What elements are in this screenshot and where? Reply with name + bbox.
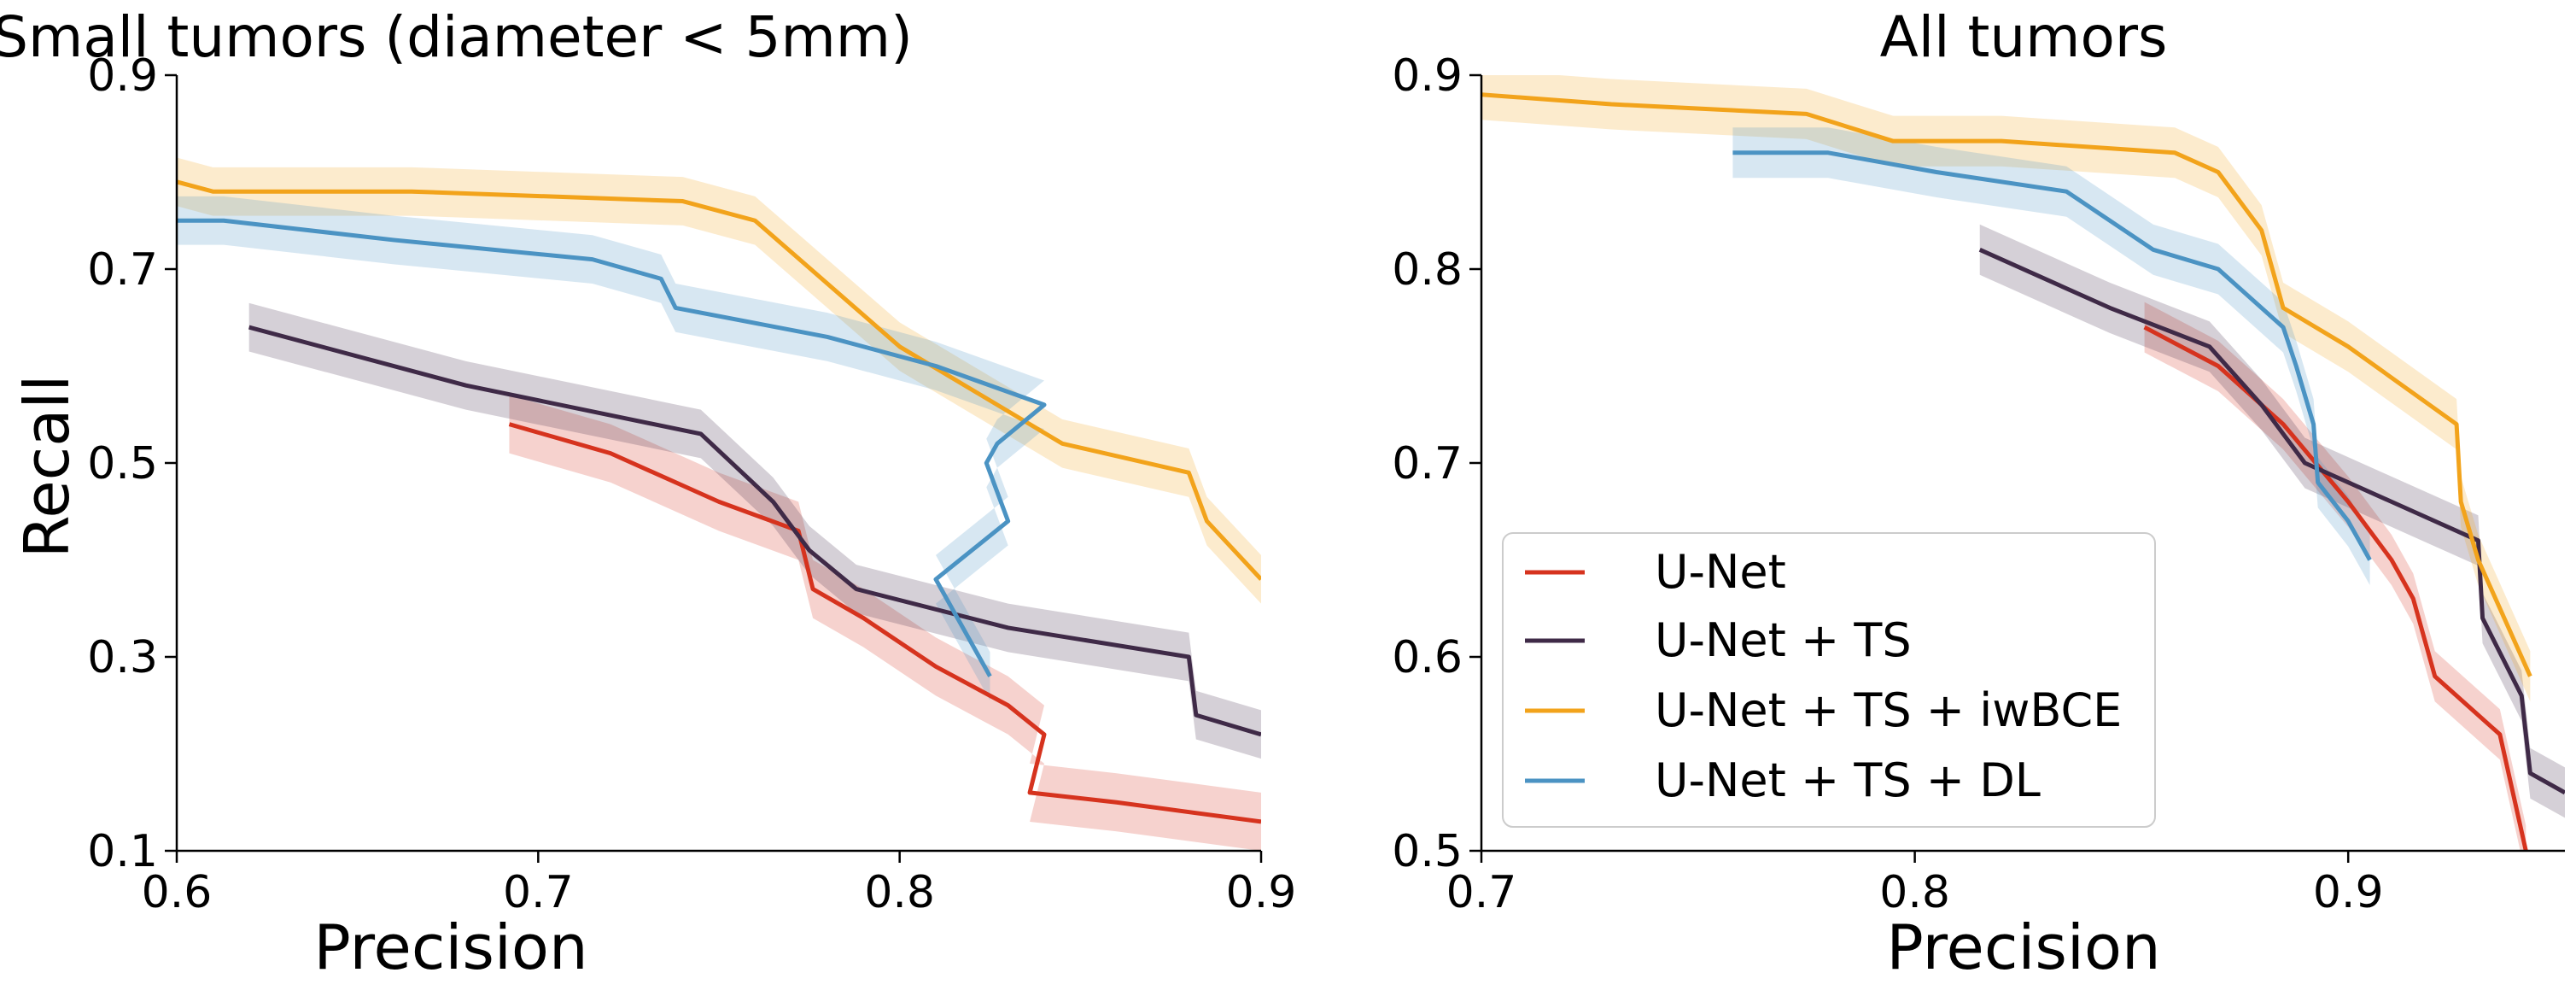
plot-area [1481,75,2565,851]
band-u-net-ts-iwbce [1481,75,2531,702]
x-tick-label: 0.8 [1879,867,1950,918]
x-tick-label: 0.9 [2313,867,2384,918]
small-tumors-ylabel: Recall [11,375,83,559]
x-tick-label: 0.6 [142,867,213,918]
legend-entry-unet-ts: U-Net + TS [1525,613,1912,667]
band-u-net-ts [248,302,1261,759]
x-tick-label: 0.7 [1446,867,1517,918]
y-tick-label: 0.3 [87,632,158,683]
band-u-net [509,395,1261,851]
x-tick-label: 0.7 [503,867,574,918]
small-tumors-title: Small tumors (diameter < 5mm) [0,4,913,70]
y-tick-label: 0.6 [1392,632,1463,683]
band-u-net-ts-iwbce [177,157,1261,604]
series-line-u-net-ts-iwbce [1481,92,2532,677]
all-tumors-title: All tumors [1880,4,2168,70]
y-tick-label: 0.8 [1392,244,1463,296]
small-tumors-xlabel: Precision [313,911,587,983]
x-tick-label: 0.8 [864,867,935,918]
y-tick-label: 0.5 [87,438,158,489]
all-tumors-panel: All tumors Precision 0.7 0.8 0.9 0.5 0.6 0.7 0… [1392,4,2565,983]
legend: U-Net U-Net + TS U-Net + TS + iwBCE U-Ne… [1502,532,2156,828]
legend-label-unet: U-Net [1655,545,1786,599]
y-tick-label: 0.9 [1392,50,1463,102]
all-tumors-xlabel: Precision [1886,911,2160,983]
y-tick-label: 0.7 [1392,438,1463,489]
small-tumors-panel: Small tumors (diameter < 5mm) Recall Pre… [0,4,1296,983]
band-u-net-ts-dl [177,196,1044,701]
x-tick-label: 0.9 [1226,867,1297,918]
legend-label-unet-ts-dl: U-Net + TS + DL [1655,753,2041,807]
series-line-u-net-ts-iwbce [177,179,1261,581]
y-tick-label: 0.7 [87,244,158,296]
legend-label-unet-ts-iwbce: U-Net + TS + iwBCE [1655,683,2122,737]
band-u-net [2144,302,2526,851]
plot-area [177,157,1261,851]
y-tick-label: 0.1 [87,826,158,877]
legend-entry-unet: U-Net [1525,545,1786,599]
band-u-net-ts-dl [1732,127,2370,586]
y-tick-label: 0.5 [1392,826,1463,877]
band-u-net-ts [1979,224,2565,818]
series-line-u-net [508,422,1261,824]
legend-label-unet-ts: U-Net + TS [1655,613,1912,667]
series-line-u-net-ts-dl [1732,150,2372,561]
y-tick-label: 0.9 [87,50,158,102]
series-line-u-net-ts [248,325,1261,737]
series-line-u-net-ts-dl [177,218,1047,677]
series-line-u-net-ts [1978,248,2565,795]
legend-entry-unet-ts-iwbce: U-Net + TS + iwBCE [1525,683,2122,737]
legend-frame [1502,532,2156,828]
series-line-u-net [2143,325,2528,851]
legend-entry-unet-ts-dl: U-Net + TS + DL [1525,753,2041,807]
